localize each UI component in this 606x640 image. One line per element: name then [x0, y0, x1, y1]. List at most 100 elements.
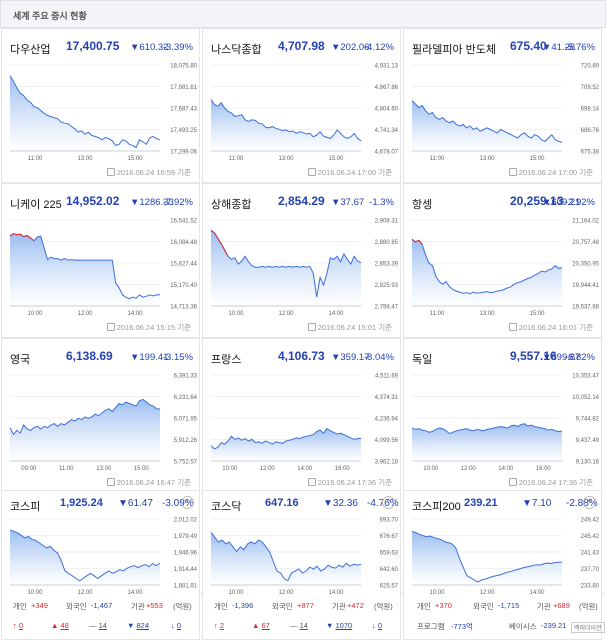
x-tick-label: 10:00 — [228, 311, 244, 317]
collapse-toggle-icon[interactable]: ^ — [583, 496, 596, 509]
clock-icon — [307, 168, 316, 176]
index-card-필라델피아-반도체[interactable]: 필라델피아 반도체 675.40 ▼41.28 -5.76% 2016.06.24 17… — [403, 28, 602, 183]
timestamp: 2016.06.24 15:15 기준 — [106, 322, 191, 333]
clock-icon — [106, 478, 115, 486]
foreign-value: -1,467 — [91, 601, 113, 610]
series-area — [10, 530, 160, 585]
index-chart: 6,391.33 6,231.64 6,071.95 5,912.26 5,752.57… — [9, 374, 198, 472]
personal-label: 개인 — [417, 602, 431, 611]
x-tick-label: 14:00 — [328, 590, 344, 595]
x-tick-label: 15:00 — [529, 156, 545, 162]
x-tick-label: 12:00 — [278, 590, 294, 595]
index-change: ▼610.32 — [130, 42, 169, 53]
y-tick-label: 2,798.47 — [375, 305, 399, 311]
index-name: 코스피200 — [412, 501, 461, 513]
index-card-니케이-225[interactable]: 니케이 225 14,952.02 ▼1286.33 -7.92% 2016.06.24… — [1, 183, 200, 338]
down-count[interactable]: ▼ 1070 — [326, 621, 353, 630]
y-tick-label: 6,071.95 — [174, 417, 198, 423]
foreign-label: 외국인 — [272, 602, 293, 611]
y-tick-label: 21,164.02 — [572, 219, 599, 225]
y-tick-label: 9,130.16 — [576, 460, 600, 466]
y-tick-label: 17,299.06 — [170, 150, 197, 156]
collapse-toggle-icon[interactable]: ^ — [382, 496, 395, 509]
kosdaq-updown-row: ↑ 2 ▲ 67 — 14 ▼ 1070 ↓ 0 — [202, 616, 401, 636]
collapse-toggle-icon[interactable]: ^ — [181, 496, 194, 509]
index-card-상해종합[interactable]: 상해종합 2,854.29 ▼37.67 -1.3% 2016.06.24 15:01 … — [202, 183, 401, 338]
x-tick-label: 12:00 — [461, 466, 477, 472]
index-name: 필라델피아 반도체 — [412, 44, 497, 56]
index-chart: 18,075.80 17,881.61 17,687.43 17,493.25 17,2… — [9, 64, 198, 162]
index-chart: 4,511.69 4,374.31 4,236.94 4,099.56 3,962.18… — [210, 374, 399, 472]
inst-label: 기관 — [537, 602, 551, 611]
series-area — [412, 239, 562, 306]
up-count[interactable]: ▲ 67 — [252, 621, 270, 630]
up-count[interactable]: ▲ 48 — [51, 621, 69, 630]
y-tick-label: 14,713.36 — [170, 305, 197, 311]
index-card-다우산업[interactable]: 다우산업 17,400.75 ▼610.32 -3.39% 2016.06.24 16:… — [1, 28, 200, 183]
x-tick-label: 11:00 — [430, 311, 445, 317]
y-tick-label: 4,678.07 — [375, 150, 399, 156]
index-chart: 2,012.02 1,979.49 1,946.96 1,914.44 1,881.91… — [9, 518, 198, 595]
index-chart: 2,908.31 2,880.85 2,853.39 2,825.93 2,798.47… — [210, 219, 399, 317]
x-tick-label: 12:00 — [77, 590, 93, 595]
index-card-프랑스[interactable]: 프랑스 4,106.73 ▼359.17 -8.04% 2016.06.24 17:36… — [202, 338, 401, 493]
index-name: 코스닥 — [211, 501, 242, 513]
x-tick-label: 15:00 — [529, 311, 545, 317]
lower-limit-count[interactable]: ↓ 0 — [171, 621, 182, 630]
index-change: ▼41.28 — [542, 42, 576, 53]
x-tick-label: 12:00 — [278, 311, 294, 317]
index-rate: -5.76% — [564, 42, 595, 53]
series-line — [210, 427, 362, 450]
down-count[interactable]: ▼ 824 — [127, 621, 150, 630]
index-price: 4,707.98 — [278, 39, 325, 53]
index-name: 상해종합 — [211, 199, 252, 211]
y-tick-label: 10,052.14 — [572, 395, 599, 401]
index-chart: 249.42 245.42 241.43 237.70 233.80 10:00 12:00… — [411, 518, 600, 595]
lower-limit-count[interactable]: ↓ 0 — [372, 621, 383, 630]
kospi200-investor-row: 개인 +370 외국인 -1,715 기관 +689 (억원) — [403, 596, 602, 616]
flat-count[interactable]: — 14 — [290, 621, 308, 630]
basis-label: 베이시스 — [509, 622, 537, 631]
series-line — [9, 529, 161, 582]
index-price: 2,854.29 — [278, 194, 325, 208]
series-line — [9, 233, 161, 300]
flat-count[interactable]: — 14 — [89, 621, 107, 630]
index-card-독일[interactable]: 독일 9,557.16 ▼699.87 -6.82% 2016.06.24 17:36 … — [403, 338, 602, 493]
personal-label: 개인 — [13, 602, 27, 611]
upper-limit-count[interactable]: ↑ 0 — [13, 621, 24, 630]
x-tick-label: 14:00 — [498, 466, 514, 472]
index-rate: -1.3% — [369, 197, 394, 208]
index-chart: 720.89 709.52 698.14 686.76 675.38 11:00 13:00… — [411, 64, 600, 162]
x-tick-label: 13:00 — [479, 311, 495, 317]
korea-card-코스피[interactable]: 코스피 1,925.24 ▼61.47 -3.09% ^ 2,012.02 1,979.49… — [1, 490, 200, 640]
clock-icon — [508, 168, 517, 176]
y-tick-label: 693.70 — [380, 518, 399, 524]
index-change: ▼1286.33 — [130, 197, 174, 208]
x-tick-label: 15:00 — [127, 156, 143, 162]
series-line-up — [411, 238, 423, 245]
clock-icon — [508, 478, 517, 486]
y-tick-label: 241.43 — [581, 551, 600, 557]
y-tick-label: 2,853.39 — [375, 262, 399, 268]
x-tick-label: 13:00 — [278, 156, 294, 162]
x-tick-label: 09:00 — [21, 466, 37, 472]
y-tick-label: 686.76 — [581, 128, 600, 134]
upper-limit-count[interactable]: ↑ 2 — [214, 621, 225, 630]
index-price: 6,138.69 — [66, 349, 113, 363]
timestamp: 2016.06.24 17:00 기준 — [307, 167, 392, 178]
series-line-up — [210, 230, 229, 257]
foreign-value: -1,715 — [498, 601, 520, 610]
index-card-항셍[interactable]: 항셍 20,259.13 ▼609.21 -2.92% 2016.06.24 16:01… — [403, 183, 602, 338]
index-change: ▼37.67 — [331, 197, 365, 208]
y-tick-label: 6,231.64 — [174, 395, 198, 401]
x-tick-label: 13:00 — [77, 156, 93, 162]
index-price: 239.21 — [464, 497, 498, 509]
index-card-나스닥종합[interactable]: 나스닥종합 4,707.98 ▼202.06 -4.12% 2016.06.24 17:… — [202, 28, 401, 183]
y-tick-label: 2,908.31 — [375, 219, 399, 225]
timestamp: 2016.06.24 16:59 기준 — [106, 167, 191, 178]
index-card-영국[interactable]: 영국 6,138.69 ▼199.41 -3.15% 2016.06.24 16:47 … — [1, 338, 200, 493]
personal-value: +349 — [31, 601, 48, 610]
y-tick-label: 9,437.49 — [576, 438, 600, 444]
x-tick-label: 14:00 — [297, 466, 313, 472]
more-button[interactable]: 백피더이전 — [571, 622, 605, 633]
